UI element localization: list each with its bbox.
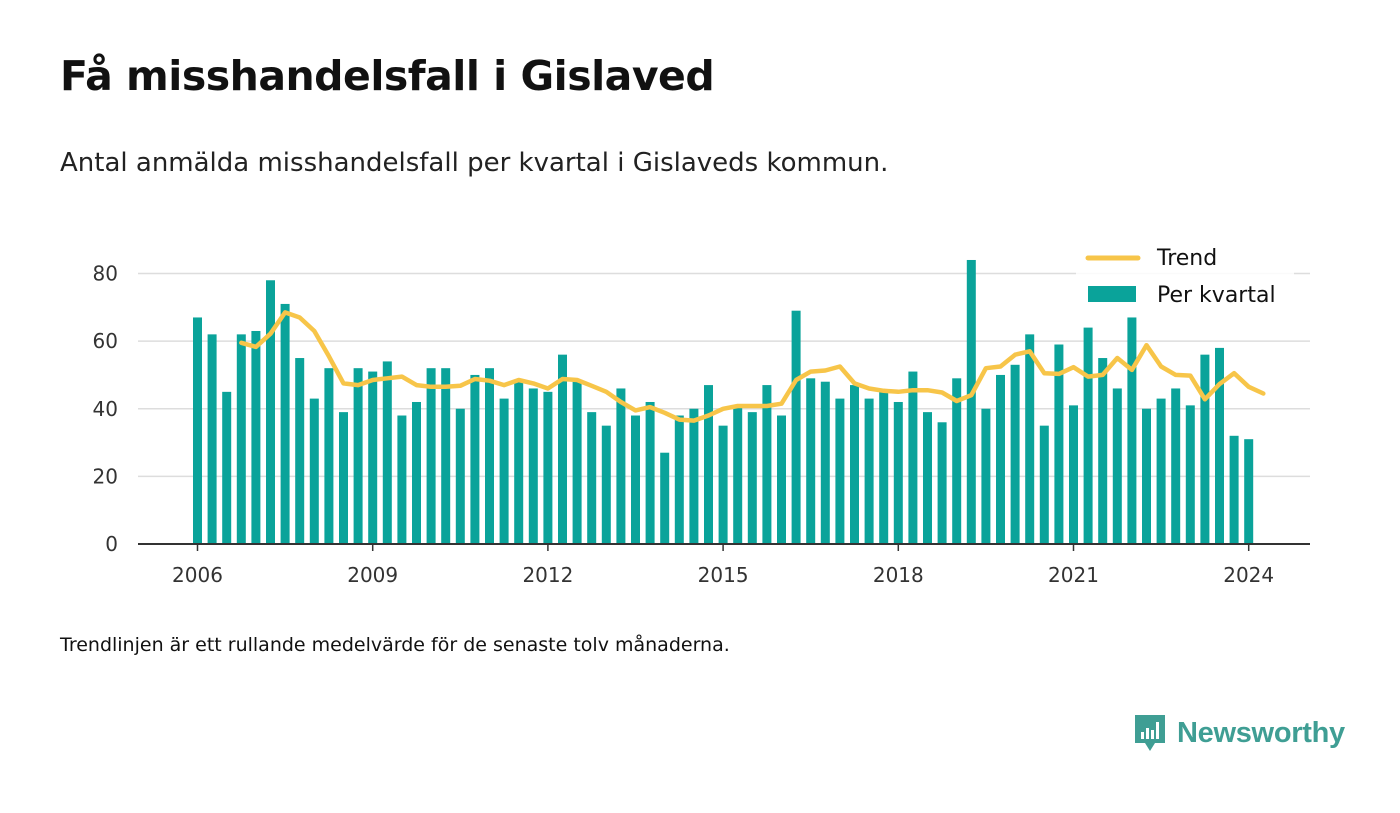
y-tick-label: 60: [93, 329, 118, 353]
bar: [1010, 364, 1020, 544]
bar: [806, 378, 816, 544]
trend-line: [239, 310, 1266, 423]
bar: [689, 408, 699, 544]
bar: [1127, 317, 1137, 544]
bar: [1171, 388, 1181, 544]
bar: [1025, 334, 1035, 544]
bar: [528, 388, 538, 544]
bar: [572, 381, 582, 544]
bar: [879, 391, 889, 544]
legend-bar-swatch: [1088, 286, 1136, 302]
bar: [645, 401, 655, 544]
bar: [1244, 439, 1254, 544]
bar: [704, 385, 713, 544]
bar: [499, 398, 509, 544]
y-tick-label: 40: [93, 397, 118, 421]
bar: [733, 405, 743, 544]
bar: [441, 368, 451, 544]
bar: [616, 388, 626, 544]
y-tick-label: 0: [105, 532, 118, 556]
bar: [893, 401, 903, 544]
newsworthy-brand[interactable]: Newsworthy: [1133, 712, 1345, 754]
bar: [908, 371, 918, 544]
bar: [601, 425, 611, 544]
chart-footnote: Trendlinjen är ett rullande medelvärde f…: [60, 634, 730, 656]
bar: [937, 422, 947, 544]
bar: [1215, 347, 1224, 544]
chart-subtitle: Antal anmälda misshandelsfall per kvarta…: [60, 148, 889, 178]
bar: [470, 374, 480, 544]
bar: [587, 412, 597, 544]
bar: [850, 385, 859, 544]
bar: [485, 368, 494, 544]
bar: [1229, 435, 1239, 544]
bar: [660, 452, 670, 544]
bar: [952, 378, 962, 544]
legend-trend-label: Trend: [1156, 246, 1217, 271]
y-tick-label: 20: [93, 464, 118, 488]
bar: [236, 334, 246, 544]
bar: [864, 398, 874, 544]
chart: 0 20 40 60 80 2006 2009 2012 2015 2018 2021 2024 Tre…: [93, 242, 1310, 587]
bar: [339, 412, 348, 544]
bar: [1039, 425, 1049, 544]
bar: [543, 391, 553, 544]
bar: [558, 354, 567, 544]
bar: [718, 425, 728, 544]
bar: [923, 412, 932, 544]
x-tick-label: 2009: [347, 563, 398, 587]
bar: [631, 415, 640, 544]
bar: [455, 408, 465, 544]
bar: [368, 371, 378, 544]
bar: [1083, 327, 1093, 544]
bar: [1185, 405, 1195, 544]
bar: [309, 398, 319, 544]
legend-bar-label: Per kvartal: [1157, 283, 1276, 308]
bar: [397, 415, 407, 544]
bar: [1156, 398, 1166, 544]
x-tick-label: 2018: [873, 563, 924, 587]
bar: [1142, 408, 1151, 544]
bar: [820, 381, 830, 544]
bar: [1054, 344, 1064, 544]
legend: Trend Per kvartal: [1076, 242, 1294, 316]
bar: [222, 391, 232, 544]
bar: [674, 415, 684, 544]
x-tick-label: 2021: [1048, 563, 1099, 587]
bar: [295, 358, 305, 544]
bar: [996, 374, 1005, 544]
bar: [762, 385, 772, 544]
bar: [1112, 388, 1122, 544]
bar: [1098, 358, 1108, 544]
bar: [835, 398, 845, 544]
bar: [791, 310, 801, 544]
chart-title: Få misshandelsfall i Gislaved: [60, 52, 715, 100]
bar: [514, 381, 524, 544]
bar: [426, 368, 436, 544]
x-tick-label: 2006: [172, 563, 223, 587]
bar: [412, 401, 421, 544]
bar: [966, 259, 976, 544]
y-tick-label: 80: [93, 262, 118, 286]
bar: [193, 317, 202, 544]
bar: [382, 361, 392, 544]
bar: [251, 330, 261, 544]
x-tick-label: 2015: [698, 563, 749, 587]
bar: [280, 303, 290, 544]
bar: [981, 408, 991, 544]
x-tick-label: 2024: [1223, 563, 1274, 587]
x-tick-label: 2012: [522, 563, 573, 587]
bar: [1069, 405, 1078, 544]
bar: [777, 415, 786, 544]
newsworthy-logo-icon: [1135, 715, 1165, 751]
bar: [1200, 354, 1210, 544]
bar: [207, 334, 217, 544]
brand-name: Newsworthy: [1177, 716, 1345, 749]
bar: [747, 412, 757, 544]
bar: [324, 368, 334, 544]
legend-background: [1076, 242, 1294, 316]
bar: [353, 368, 363, 544]
bar: [266, 280, 275, 544]
